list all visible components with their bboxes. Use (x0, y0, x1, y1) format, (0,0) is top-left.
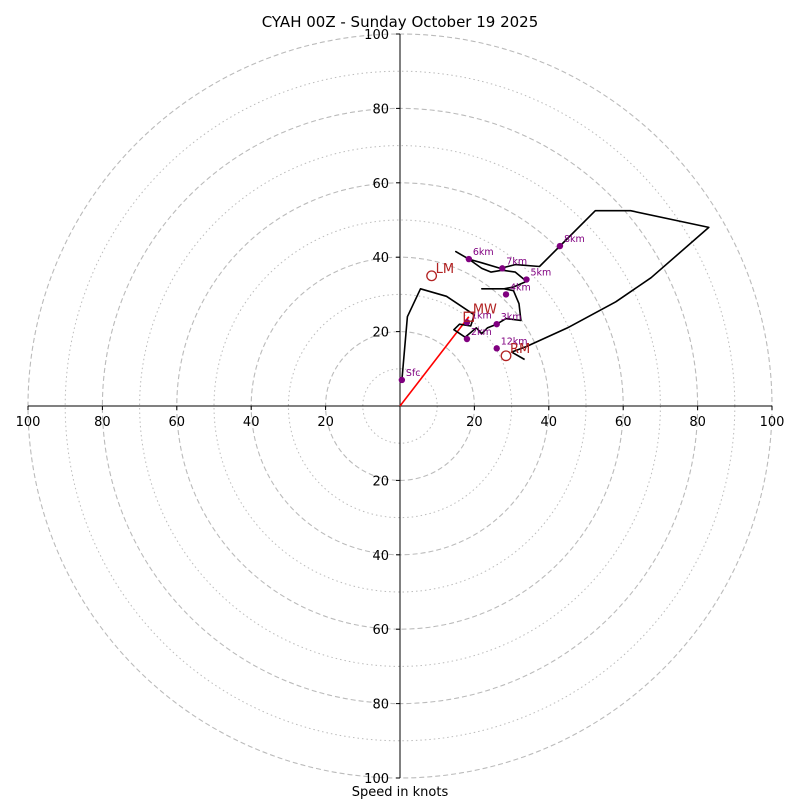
x-tick-label: 40 (243, 415, 260, 430)
storm-motion-label: LM (436, 262, 454, 277)
storm-motion-markers: LM MW RM (426, 262, 530, 362)
height-marker-label: 3km (501, 312, 522, 323)
height-marker-label: 6km (473, 247, 494, 258)
x-tick-label: 40 (541, 415, 558, 430)
x-tick-label: 20 (317, 415, 334, 430)
x-tick-label: 80 (94, 415, 111, 430)
x-tick-label: 100 (760, 415, 785, 430)
y-tick-label: 100 (364, 28, 389, 43)
hodograph-trace (401, 209, 710, 381)
height-marker-label: 8km (564, 234, 585, 245)
height-marker-label: 5km (530, 268, 551, 279)
height-marker-label: 12km (501, 336, 528, 347)
storm-motion-marker (426, 270, 438, 282)
y-tick-labels: 100 80 60 40 20 20 40 60 80 100 (364, 28, 400, 787)
y-tick-label: 100 (364, 772, 389, 787)
y-tick-label: 80 (372, 102, 389, 117)
mean-wind-vector-layer (399, 316, 470, 407)
height-marker-dot (493, 345, 500, 352)
x-axis-label: Speed in knots (352, 785, 449, 800)
height-marker-label: 4km (510, 282, 531, 293)
height-marker-dot (502, 291, 510, 298)
storm-motion-label: RM (510, 342, 530, 357)
height-markers: Sfc 1km 2km 3km 4km 5km 6km 7km 8km 12km (398, 234, 585, 384)
x-tick-label: 80 (689, 415, 706, 430)
height-marker-dot (463, 335, 471, 343)
y-tick-label: 60 (372, 177, 389, 192)
height-marker-label: 2km (471, 327, 492, 338)
y-tick-label: 80 (372, 698, 389, 713)
storm-motion-label: MW (473, 303, 497, 318)
x-tick-label: 60 (615, 415, 632, 430)
height-marker-dot (556, 242, 564, 250)
y-tick-label: 20 (372, 474, 389, 489)
chart-title: CYAH 00Z - Sunday October 19 2025 (262, 13, 539, 31)
x-tick-labels: 100 80 60 40 20 20 40 60 80 100 (16, 406, 785, 430)
height-marker-dot (493, 320, 500, 328)
height-marker-dot (398, 376, 406, 384)
height-marker-label: 1km (471, 310, 492, 321)
y-tick-label: 20 (372, 326, 389, 341)
y-tick-label: 40 (372, 251, 389, 266)
x-tick-label: 20 (466, 415, 483, 430)
storm-motion-marker (463, 311, 474, 322)
height-marker-dot (465, 255, 473, 263)
height-marker-label: Sfc (406, 368, 421, 379)
height-marker-dot (499, 265, 506, 272)
y-tick-label: 40 (372, 549, 389, 564)
height-marker-label: 7km (506, 256, 527, 267)
mean-wind-vector (399, 316, 470, 407)
height-marker-dot (523, 276, 530, 283)
x-tick-label: 100 (16, 415, 41, 430)
y-tick-label: 60 (372, 623, 389, 638)
hodograph-trace-layer (401, 209, 710, 381)
x-tick-label: 60 (169, 415, 186, 430)
storm-motion-marker (500, 350, 512, 362)
